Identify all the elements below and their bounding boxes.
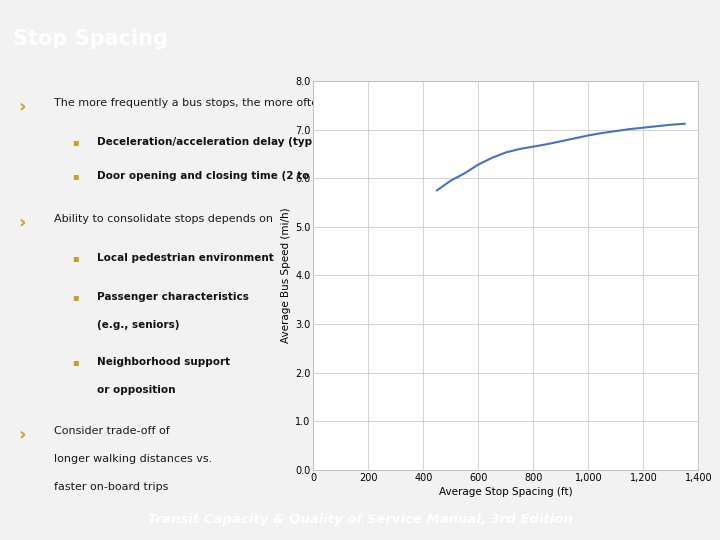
Text: Local pedestrian environment: Local pedestrian environment	[97, 253, 274, 264]
Text: ›: ›	[18, 426, 25, 444]
Text: ▪: ▪	[72, 292, 78, 302]
Text: ▪: ▪	[72, 357, 78, 367]
Text: Passenger characteristics: Passenger characteristics	[97, 292, 249, 302]
Text: ▪: ▪	[72, 253, 78, 264]
Text: Door opening and closing time (2 to 5 seconds per stop): Door opening and closing time (2 to 5 se…	[97, 171, 429, 181]
Text: Deceleration/acceleration delay (typically 10 seconds per urban street stop): Deceleration/acceleration delay (typical…	[97, 137, 548, 147]
Y-axis label: Average Bus Speed (mi/h): Average Bus Speed (mi/h)	[281, 207, 291, 343]
Text: longer walking distances vs.: longer walking distances vs.	[54, 454, 212, 464]
Text: ▪: ▪	[72, 137, 78, 147]
Text: Ability to consolidate stops depends on: Ability to consolidate stops depends on	[54, 214, 273, 225]
Text: or opposition: or opposition	[97, 385, 176, 395]
Text: ›: ›	[18, 98, 25, 116]
Text: (e.g., seniors): (e.g., seniors)	[97, 320, 180, 330]
Text: The more frequently a bus stops, the more often certain fixed delays occur: The more frequently a bus stops, the mor…	[54, 98, 473, 108]
Text: Stop Spacing: Stop Spacing	[13, 29, 168, 49]
Text: Transit Capacity & Quality of Service Manual, 3rd Edition: Transit Capacity & Quality of Service Ma…	[148, 513, 572, 526]
Text: ▪: ▪	[72, 171, 78, 181]
Text: Consider trade-off of: Consider trade-off of	[54, 426, 170, 436]
Text: ›: ›	[18, 214, 25, 232]
Text: Neighborhood support: Neighborhood support	[97, 357, 230, 367]
Text: faster on-board trips: faster on-board trips	[54, 482, 168, 492]
X-axis label: Average Stop Spacing (ft): Average Stop Spacing (ft)	[439, 487, 572, 497]
